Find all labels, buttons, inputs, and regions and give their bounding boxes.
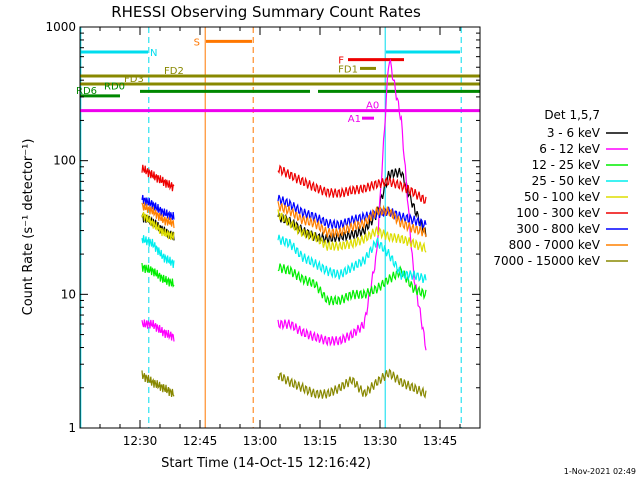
legend-label: 12 - 25 keV: [532, 158, 601, 172]
series-line: [141, 201, 427, 239]
y-axis-label: Count Rate (s⁻¹ detector⁻¹): [21, 139, 36, 316]
x-axis: 12:30 12:45 13:00 13:15 13:30 13:45: [99, 27, 461, 448]
legend: Det 1,5,7 3 - 6 keV 6 - 12 keV 12 - 25 keV…: [493, 108, 628, 268]
x-axis-label: Start Time (14-Oct-15 12:16:42): [161, 456, 371, 471]
series-line: [141, 262, 427, 306]
legend-label: 50 - 100 keV: [524, 190, 601, 204]
y-tick-label: 1: [68, 421, 76, 435]
flag-label: A0: [366, 101, 379, 112]
flag-label: A1: [348, 114, 361, 125]
y-tick-label: 100: [53, 154, 76, 168]
x-tick-label: 13:00: [243, 434, 278, 448]
flag-label: FD2: [164, 66, 184, 77]
series-line: [141, 368, 427, 400]
y-axis: 1 10 100 1000: [45, 20, 480, 435]
x-tick-label: 13:30: [363, 434, 398, 448]
plot-timestamp: 1-Nov-2021 02:49: [564, 467, 636, 476]
legend-label: 25 - 50 keV: [532, 174, 601, 188]
x-tick-label: 12:30: [123, 434, 158, 448]
flag-label: RD0: [104, 81, 125, 92]
flag-label: F: [338, 56, 344, 67]
series-line: [141, 164, 427, 204]
legend-label: 300 - 800 keV: [516, 222, 600, 236]
series-line: [141, 58, 427, 351]
flag-label: FD3: [124, 74, 144, 85]
x-tick-label: 13:45: [423, 434, 458, 448]
flag-label: FD1: [338, 64, 358, 75]
series-line: [141, 234, 427, 284]
y-tick-label: 1000: [45, 20, 76, 34]
flag-label: N: [150, 48, 157, 59]
legend-label: 800 - 7000 keV: [509, 238, 601, 252]
legend-label: 100 - 300 keV: [516, 206, 600, 220]
chart-title: RHESSI Observing Summary Count Rates: [111, 3, 421, 21]
y-tick-label: 10: [61, 287, 76, 301]
legend-label: 3 - 6 keV: [547, 126, 601, 140]
legend-label: 6 - 12 keV: [539, 142, 601, 156]
x-tick-label: 13:15: [303, 434, 338, 448]
series-line: [141, 209, 427, 253]
flag-label: S: [194, 37, 200, 48]
x-tick-label: 12:45: [183, 434, 218, 448]
legend-title: Det 1,5,7: [544, 108, 600, 122]
legend-label: 7000 - 15000 keV: [493, 254, 600, 268]
flag-label: RD6: [76, 86, 97, 97]
